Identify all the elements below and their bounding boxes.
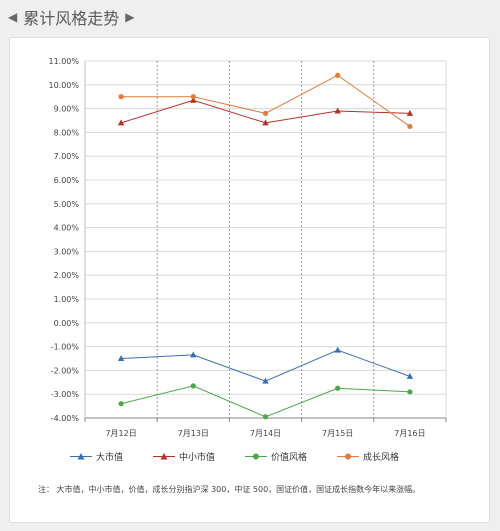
series-line-3 [120,385,410,418]
data-point [262,414,269,420]
previous-arrow-icon[interactable]: ◀ [8,10,18,24]
y-tick-label: -2.00% [51,366,80,375]
y-tick-label: -1.00% [51,343,80,352]
y-tick-label: 1.00% [54,295,80,304]
y-tick-label: 7.00% [54,152,80,161]
legend-label: 成长风格 [363,453,400,463]
legend-item[interactable]: 大市值 [70,450,123,463]
legend-label: 大市值 [96,453,124,463]
legend-item[interactable]: 成长风格 [337,450,399,463]
chart-footnote: 注： 大市值，中小市值，价值，成长分别指沪深 300，中证 500，国证价值，国… [38,485,421,494]
y-tick-label: 4.00% [54,224,80,233]
legend-item[interactable]: 价值风格 [245,450,307,463]
legend-swatch [337,453,360,460]
data-point [117,119,125,126]
x-tick-label: 7月16日 [394,429,425,438]
y-tick-label: 2.00% [54,271,80,280]
y-tick-label: 9.00% [54,105,80,114]
y-tick-label: 6.00% [54,176,80,185]
series-line-1 [121,349,411,382]
section-title: 累计风格走势 [23,9,120,28]
data-point [190,351,197,358]
data-point [407,389,413,395]
y-tick-label: 8.00% [54,128,80,137]
data-point [117,355,125,361]
y-tick-label: 3.00% [54,247,80,256]
data-point [262,377,269,384]
legend-label: 中小市值 [179,453,216,463]
data-point [262,110,269,116]
data-point [190,96,197,103]
data-point [262,119,269,126]
data-point [335,72,341,78]
data-point [334,107,341,114]
line-chart: -4.00% -3.00% -2.00% -1.00% 0.00% 1.00% 2.00% 3… [48,57,447,438]
legend-item[interactable]: 中小市值 [153,450,215,463]
data-point [118,94,124,100]
data-point [190,94,196,100]
y-tick-label: 5.00% [54,200,80,209]
legend-swatch [153,453,176,460]
data-point [335,385,341,391]
data-point [406,372,414,379]
x-tick-label: 7月14日 [250,429,281,438]
y-tick-label: -3.00% [51,390,80,399]
section-header: ◀ 累计风格走势 ▶ [8,4,134,30]
legend-swatch [70,453,92,460]
x-tick-label: 7月15日 [322,429,353,438]
y-tick-label: 0.00% [54,319,80,328]
x-tick-label: 7月12日 [105,429,136,438]
data-point [190,383,196,389]
data-point [406,109,414,116]
series-line-4 [121,74,411,127]
y-tick-label: 10.00% [48,81,79,90]
legend-label: 价值风格 [271,453,308,463]
next-arrow-icon[interactable]: ▶ [125,10,135,24]
legend-swatch [245,453,268,460]
data-point [407,123,413,130]
chart-card: -4.00% -3.00% -2.00% -1.00% 0.00% 1.00% 2.00% 3… [9,37,490,523]
data-point [118,401,124,407]
y-tick-label: 11.00% [48,57,79,66]
data-point [334,346,341,353]
x-tick-label: 7月13日 [178,429,209,438]
chart-legend: 大市值 中小市值 价值风格 成长风格 [70,450,399,463]
y-tick-label: -4.00% [51,414,80,423]
